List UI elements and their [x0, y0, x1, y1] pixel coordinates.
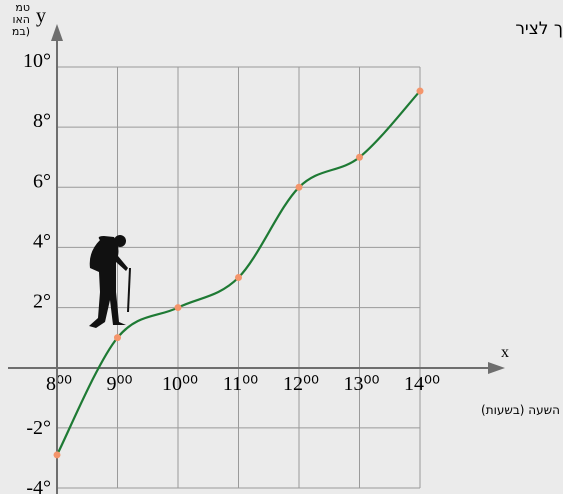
y-tick-label: 6°: [33, 170, 51, 192]
x-axis-name: x: [501, 344, 509, 361]
x-tick-label: 12⁰⁰: [283, 373, 319, 395]
y-axis-name: y: [36, 5, 46, 27]
point: [295, 183, 303, 191]
y-axis-label: טמ האו (במ: [0, 2, 30, 52]
x-tick-label: 13⁰⁰: [343, 373, 379, 395]
x-axis-label: השעה (בשעות): [481, 403, 560, 417]
y-tick-label: 4°: [33, 230, 51, 252]
x-tick-label: 14⁰⁰: [404, 373, 440, 395]
y-tick-label: -2°: [26, 417, 51, 439]
point: [416, 87, 424, 95]
x-tick-label: 10⁰⁰: [162, 373, 198, 395]
x-tick-label: 11⁰⁰: [223, 373, 258, 395]
point: [356, 153, 363, 161]
y-axis-label-line: (במ: [11, 25, 30, 38]
x-tick-label: 9⁰⁰: [106, 373, 132, 395]
y-tick-label: 8°: [33, 110, 51, 132]
y-axis-label-line: האו: [12, 13, 30, 26]
point: [235, 274, 242, 281]
x-axis-arrow: [488, 362, 505, 374]
point: [174, 304, 182, 312]
y-axis-arrow: [51, 24, 63, 41]
point: [114, 334, 121, 342]
y-axis-label-line: טמ: [15, 2, 30, 14]
point: [53, 451, 61, 459]
y-tick-label: 10°: [23, 50, 51, 72]
hiker-icon: [89, 235, 131, 328]
y-tick-label: -4°: [26, 477, 51, 494]
chart-title: ך לציר: [515, 19, 563, 39]
x-tick-label: 8⁰⁰: [46, 373, 72, 395]
y-tick-label: 2°: [33, 291, 51, 313]
